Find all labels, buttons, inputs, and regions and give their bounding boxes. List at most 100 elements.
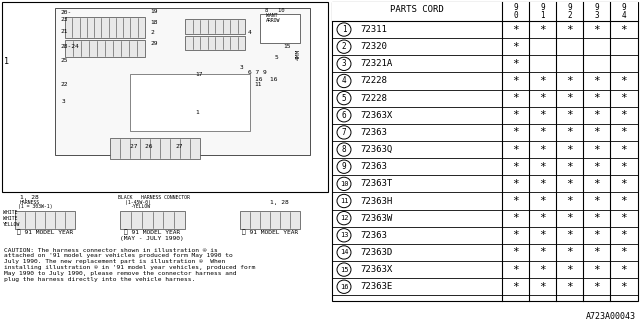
Bar [15, 212, 75, 228]
Bar [332, 2, 638, 301]
Text: 11: 11 [340, 198, 348, 204]
Bar [65, 17, 145, 38]
Text: 3: 3 [594, 11, 599, 20]
Bar [65, 40, 145, 57]
Text: 4: 4 [248, 30, 252, 35]
Text: 72363: 72363 [360, 128, 387, 137]
Text: *: * [620, 145, 627, 155]
Text: 72363H: 72363H [360, 196, 392, 205]
Text: 14: 14 [340, 250, 348, 255]
Text: *: * [512, 110, 519, 120]
Text: 3: 3 [62, 99, 66, 104]
Text: *: * [512, 230, 519, 240]
Circle shape [337, 212, 351, 225]
Text: 9: 9 [513, 3, 518, 12]
Text: 5: 5 [342, 94, 346, 103]
Text: *: * [539, 196, 546, 206]
Circle shape [337, 280, 351, 293]
Circle shape [337, 160, 351, 173]
Circle shape [337, 57, 351, 70]
Text: *: * [620, 265, 627, 275]
Text: *: * [512, 93, 519, 103]
Text: *: * [620, 230, 627, 240]
Text: 72363D: 72363D [360, 248, 392, 257]
Text: (1-45W-0): (1-45W-0) [125, 200, 151, 205]
Text: *: * [512, 25, 519, 35]
Text: HARNESS: HARNESS [20, 200, 40, 205]
Text: *: * [512, 42, 519, 52]
Text: 20-: 20- [60, 10, 71, 15]
Text: WANT: WANT [266, 13, 278, 18]
Text: 27: 27 [175, 144, 182, 149]
Text: *: * [593, 265, 600, 275]
Bar [2, 2, 328, 192]
Text: (1 = 303W-1): (1 = 303W-1) [18, 204, 52, 209]
Text: *: * [593, 76, 600, 86]
Text: *: * [539, 213, 546, 223]
Text: ① 91 MODEL YEAR: ① 91 MODEL YEAR [17, 230, 73, 235]
Bar [332, 2, 638, 21]
Text: 23: 23 [60, 17, 67, 22]
Text: *: * [593, 93, 600, 103]
Text: 3: 3 [240, 65, 244, 69]
Bar [240, 212, 300, 228]
Text: 72363X: 72363X [360, 111, 392, 120]
Circle shape [337, 177, 351, 190]
Text: *: * [512, 162, 519, 172]
Circle shape [337, 194, 351, 208]
Text: 1: 1 [540, 11, 545, 20]
Text: BLACK   HARNESS CONNECTOR: BLACK HARNESS CONNECTOR [118, 195, 190, 200]
Text: 25: 25 [60, 58, 67, 63]
Text: 72363: 72363 [360, 231, 387, 240]
Text: *: * [512, 196, 519, 206]
Circle shape [337, 263, 351, 276]
Bar [55, 8, 310, 155]
Text: 29: 29 [150, 41, 157, 46]
Text: YELLOW: YELLOW [3, 222, 20, 227]
Text: *: * [566, 230, 573, 240]
Text: *: * [620, 25, 627, 35]
Text: 27  26: 27 26 [130, 144, 152, 149]
Text: *: * [539, 179, 546, 189]
Circle shape [337, 74, 351, 88]
Circle shape [337, 143, 351, 156]
Text: *: * [512, 213, 519, 223]
Text: 6 7 9: 6 7 9 [248, 70, 267, 75]
Text: 1: 1 [195, 110, 199, 115]
Text: 8: 8 [342, 145, 346, 154]
Text: 72321A: 72321A [360, 59, 392, 68]
Text: 72363T: 72363T [360, 179, 392, 188]
Text: 6: 6 [342, 111, 346, 120]
Text: 72311: 72311 [360, 25, 387, 34]
Text: *: * [566, 110, 573, 120]
Text: *: * [566, 179, 573, 189]
Text: *: * [566, 196, 573, 206]
Text: *: * [566, 282, 573, 292]
Text: *: * [539, 145, 546, 155]
Text: *: * [620, 247, 627, 258]
Text: *: * [566, 25, 573, 35]
Text: *: * [566, 265, 573, 275]
Text: *: * [566, 93, 573, 103]
Text: *: * [566, 213, 573, 223]
Text: *: * [512, 59, 519, 69]
Text: *: * [512, 145, 519, 155]
Text: 9: 9 [567, 3, 572, 12]
Bar [110, 138, 200, 159]
Text: *: * [566, 127, 573, 137]
Text: 13: 13 [340, 232, 348, 238]
Text: *: * [593, 145, 600, 155]
Text: 3: 3 [342, 59, 346, 68]
Text: *: * [593, 213, 600, 223]
Text: *: * [593, 196, 600, 206]
Bar [185, 19, 245, 34]
Text: *: * [620, 93, 627, 103]
Text: 21: 21 [60, 29, 67, 34]
Text: 4: 4 [342, 76, 346, 85]
Text: *: * [566, 162, 573, 172]
Text: *: * [593, 127, 600, 137]
Text: 9: 9 [621, 3, 626, 12]
Text: *: * [620, 127, 627, 137]
Text: 1: 1 [4, 57, 9, 66]
Text: ② 91 MODEL YEAR: ② 91 MODEL YEAR [124, 230, 180, 235]
